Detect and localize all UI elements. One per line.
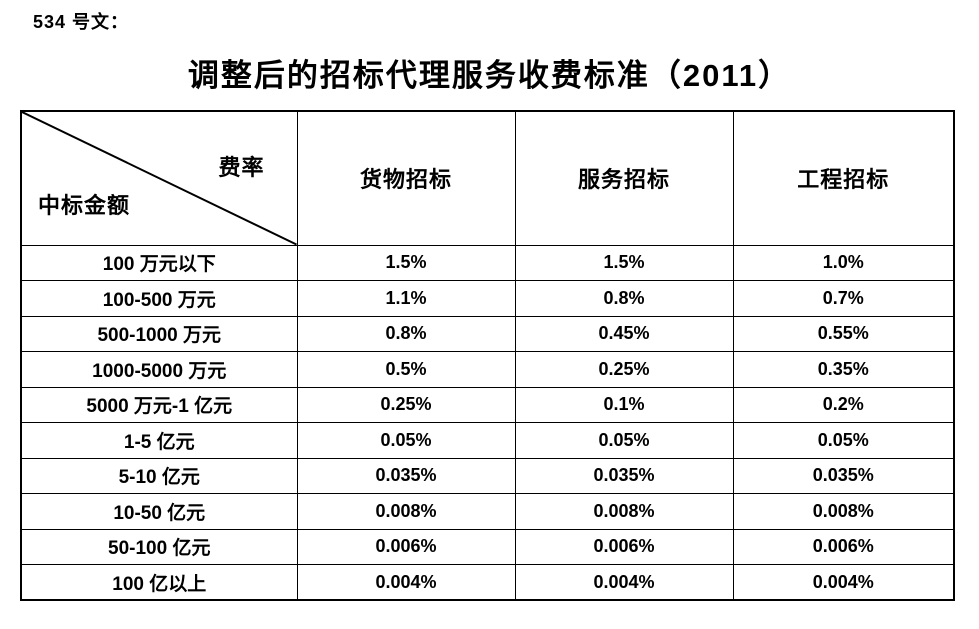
table-row: 100 万元以下 1.5% 1.5% 1.0% [20,244,955,281]
rate-cell: 0.008% [514,493,734,530]
rate-cell: 0.2% [732,386,955,423]
table-row: 500-1000 万元 0.8% 0.45% 0.55% [20,315,955,352]
rate-cell: 0.25% [514,351,734,388]
fee-rate-table: 费率 中标金额 货物招标 服务招标 工程招标 100 万元以下 1.5% 1.5… [20,110,955,601]
diagonal-divider-line [22,112,297,245]
row-label: 500-1000 万元 [20,315,298,352]
rate-cell: 1.0% [732,244,955,281]
corner-label-amount: 中标金额 [38,193,131,218]
rate-cell: 0.7% [732,280,955,317]
rate-cell: 0.004% [732,564,955,601]
row-label: 1-5 亿元 [20,422,298,459]
page-title: 调整后的招标代理服务收费标准（2011） [187,58,792,93]
rate-cell: 0.25% [296,386,516,423]
rate-cell: 0.004% [514,564,734,601]
rate-cell: 0.035% [296,457,516,494]
corner-header-cell: 费率 中标金额 [20,110,298,246]
row-label: 50-100 亿元 [20,528,298,565]
row-label: 100-500 万元 [20,280,298,317]
table-row: 1-5 亿元 0.05% 0.05% 0.05% [20,422,955,459]
rate-cell: 0.05% [296,422,516,459]
row-label: 100 亿以上 [20,564,298,601]
rate-cell: 0.05% [732,422,955,459]
rate-cell: 0.006% [514,528,734,565]
row-label: 1000-5000 万元 [20,351,298,388]
rate-cell: 0.8% [514,280,734,317]
rate-cell: 0.8% [296,315,516,352]
rate-cell: 0.5% [296,351,516,388]
table-row: 50-100 亿元 0.006% 0.006% 0.006% [20,528,955,565]
rate-cell: 1.1% [296,280,516,317]
table-header-row: 费率 中标金额 货物招标 服务招标 工程招标 [20,110,955,246]
corner-label-rate: 费率 [218,155,265,180]
row-label: 5-10 亿元 [20,457,298,494]
column-header-engineering: 工程招标 [732,110,955,246]
rate-cell: 0.006% [296,528,516,565]
row-label: 10-50 亿元 [20,493,298,530]
table-row: 5000 万元-1 亿元 0.25% 0.1% 0.2% [20,386,955,423]
column-header-goods: 货物招标 [296,110,516,246]
table-row: 10-50 亿元 0.008% 0.008% 0.008% [20,493,955,530]
rate-cell: 0.05% [514,422,734,459]
row-label: 100 万元以下 [20,244,298,281]
rate-cell: 0.1% [514,386,734,423]
rate-cell: 1.5% [296,244,516,281]
rate-cell: 0.035% [732,457,955,494]
rate-cell: 0.035% [514,457,734,494]
rate-cell: 0.35% [732,351,955,388]
row-label: 5000 万元-1 亿元 [20,386,298,423]
rate-cell: 1.5% [514,244,734,281]
table-row: 5-10 亿元 0.035% 0.035% 0.035% [20,457,955,494]
table-row: 1000-5000 万元 0.5% 0.25% 0.35% [20,351,955,388]
column-header-services: 服务招标 [514,110,734,246]
rate-cell: 0.008% [296,493,516,530]
rate-cell: 0.006% [732,528,955,565]
rate-cell: 0.008% [732,493,955,530]
table-row: 100 亿以上 0.004% 0.004% 0.004% [20,564,955,601]
rate-cell: 0.45% [514,315,734,352]
doc-number-label: 534 号文： [33,12,130,32]
table-row: 100-500 万元 1.1% 0.8% 0.7% [20,280,955,317]
rate-cell: 0.004% [296,564,516,601]
rate-cell: 0.55% [732,315,955,352]
